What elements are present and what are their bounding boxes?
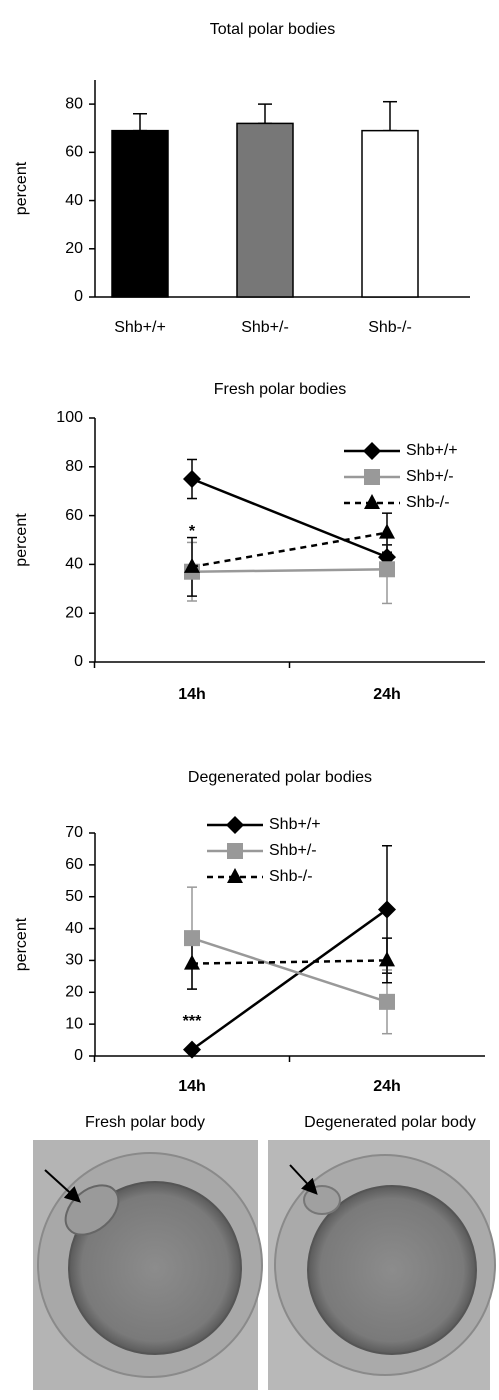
y-tick-label: 80 xyxy=(65,95,83,112)
bar xyxy=(361,129,419,298)
y-axis-label: percent xyxy=(13,917,30,971)
y-tick-label: 0 xyxy=(74,653,83,670)
y-tick-label: 0 xyxy=(74,288,83,305)
y-tick-label: 20 xyxy=(65,604,83,621)
bar xyxy=(236,122,294,298)
chart-title: Fresh polar bodies xyxy=(214,381,347,398)
y-tick-label: 40 xyxy=(65,192,83,209)
legend-label: Shb+/+ xyxy=(269,816,321,833)
legend-marker xyxy=(363,442,381,460)
y-tick-label: 40 xyxy=(65,920,83,937)
legend-marker xyxy=(227,868,243,883)
diamond-marker xyxy=(183,1040,201,1059)
y-tick-label: 20 xyxy=(65,240,83,257)
y-tick-label: 100 xyxy=(56,409,83,426)
square-marker xyxy=(379,993,395,1010)
series-line xyxy=(191,531,388,569)
y-tick-label: 50 xyxy=(65,888,83,905)
x-tick-label: 14h xyxy=(178,686,206,703)
triangle-marker xyxy=(184,954,200,970)
square-marker xyxy=(184,930,200,947)
y-axis-label: percent xyxy=(13,513,30,567)
y-tick-label: 30 xyxy=(65,952,83,969)
legend-marker xyxy=(364,494,380,509)
y-tick-label: 0 xyxy=(74,1047,83,1064)
diamond-marker xyxy=(183,470,201,488)
y-tick-label: 20 xyxy=(65,984,83,1001)
x-tick-label: 14h xyxy=(178,1078,206,1095)
image-caption: Fresh polar body xyxy=(85,1114,205,1131)
y-axis-label: percent xyxy=(13,161,30,215)
x-tick-label: 24h xyxy=(373,1078,401,1095)
x-tick-label: Shb-/- xyxy=(368,319,412,336)
annotation: *** xyxy=(183,1013,202,1030)
chart-title: Total polar bodies xyxy=(210,21,335,38)
x-tick-label: Shb+/- xyxy=(241,319,289,336)
y-tick-label: 60 xyxy=(65,144,83,161)
y-tick-label: 40 xyxy=(65,556,83,573)
legend-marker xyxy=(364,469,380,485)
x-tick-label: Shb+/+ xyxy=(114,319,166,336)
bar xyxy=(111,129,169,298)
triangle-marker xyxy=(379,951,395,967)
y-tick-label: 10 xyxy=(65,1015,83,1032)
series-line xyxy=(191,477,388,559)
legend-marker xyxy=(227,843,243,859)
legend-marker xyxy=(226,816,244,834)
y-tick-label: 60 xyxy=(65,856,83,873)
photo-degenerated xyxy=(268,1140,496,1390)
y-tick-label: 70 xyxy=(65,824,83,841)
diamond-marker xyxy=(378,900,396,919)
legend-label: Shb-/- xyxy=(406,494,450,511)
legend-label: Shb+/- xyxy=(269,842,317,859)
y-tick-label: 60 xyxy=(65,507,83,524)
triangle-marker xyxy=(379,523,395,539)
legend-label: Shb-/- xyxy=(269,868,313,885)
image-caption: Degenerated polar body xyxy=(304,1114,476,1131)
y-tick-label: 80 xyxy=(65,458,83,475)
square-marker xyxy=(379,561,395,578)
annotation: * xyxy=(189,523,196,540)
photo-fresh xyxy=(33,1140,263,1390)
series-line xyxy=(191,908,388,1051)
x-tick-label: 24h xyxy=(373,686,401,703)
triangle-marker xyxy=(184,557,200,573)
legend-label: Shb+/- xyxy=(406,468,454,485)
chart-title: Degenerated polar bodies xyxy=(188,769,372,786)
legend-label: Shb+/+ xyxy=(406,442,458,459)
series-line xyxy=(191,568,388,573)
series-line xyxy=(191,936,388,1004)
series-line xyxy=(191,959,388,965)
